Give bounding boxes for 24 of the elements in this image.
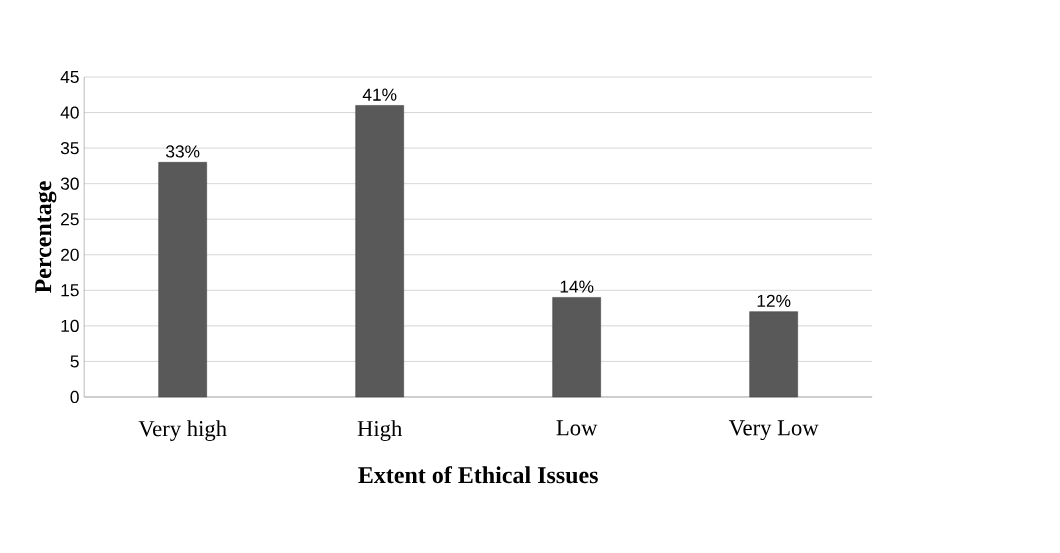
x-tick-label: High [357,420,403,441]
y-tick-label: 40 [60,106,79,119]
x-tick-label: Very Low [728,420,819,441]
y-axis-title: Percentage [35,181,57,293]
y-tick-label: 15 [61,284,79,297]
bar [158,162,207,398]
data-label: 12% [757,294,791,307]
bar [749,311,798,398]
data-label: 14% [560,280,594,293]
x-axis-title: Extent of Ethical Issues [358,466,598,484]
data-label: 41% [362,88,397,101]
data-label: 33% [166,145,200,158]
bar [355,105,404,398]
y-tick-label: 35 [60,141,79,155]
y-tick-label: 10 [61,319,79,333]
y-tick-label: 5 [70,355,79,368]
bar [552,297,601,398]
y-tick-label: 0 [70,390,79,404]
y-tick-label: 30 [60,177,79,190]
y-tick-label: 45 [60,70,79,84]
x-tick-label: Very high [138,420,227,441]
y-tick-label: 20 [61,248,79,261]
x-tick-label: Low [556,420,598,436]
y-tick-label: 25 [61,213,79,226]
